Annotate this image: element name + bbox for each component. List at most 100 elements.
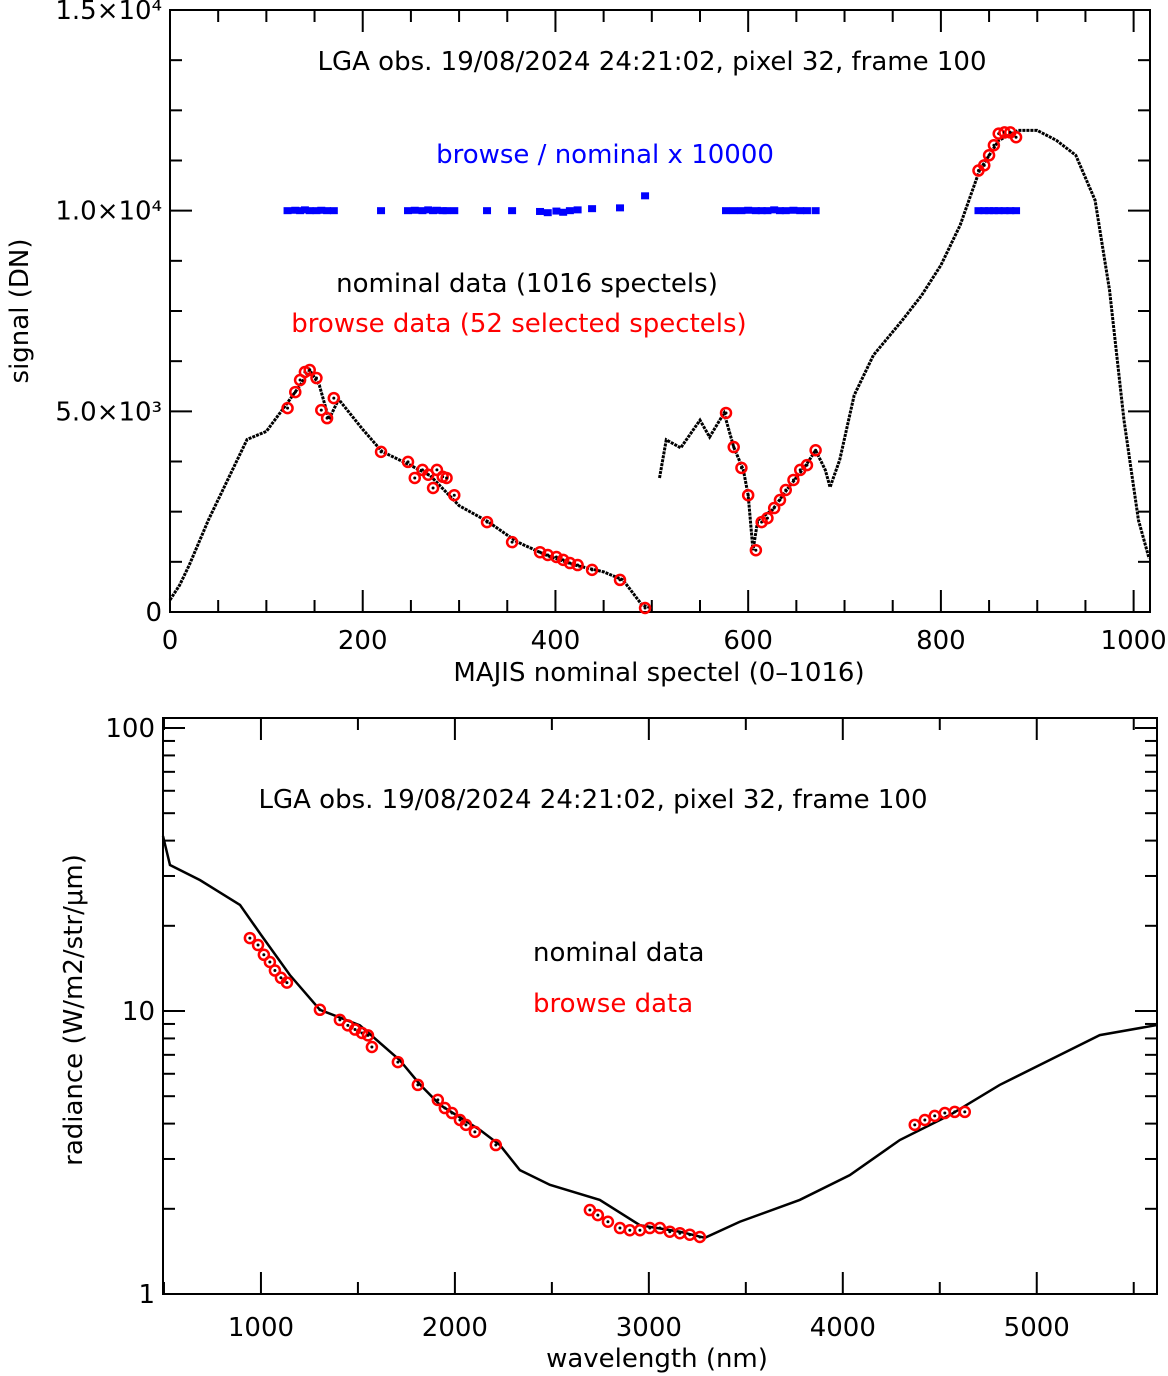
browse-legend-label: browse data (52 selected spectels) (291, 309, 746, 339)
browse-data-point (327, 391, 341, 405)
browse-data-center (814, 448, 818, 452)
browse-data-center (953, 1110, 957, 1114)
browse-data-point (401, 455, 415, 469)
browse-data-point (445, 1106, 459, 1120)
x-tick-label: 5000 (1004, 1313, 1070, 1343)
browse-data-point (489, 1138, 503, 1152)
browse-data-center (596, 1213, 600, 1217)
ratio-data-point (781, 207, 790, 215)
browse-data-point (749, 543, 763, 557)
browse-data-point (613, 573, 627, 587)
radiance-plot-title: LGA obs. 19/08/2024 24:21:02, pixel 32, … (259, 785, 928, 815)
x-tick-label: 3000 (616, 1313, 682, 1343)
browse-data-center (426, 473, 430, 477)
browse-data-center (576, 563, 580, 567)
browse-data-point (761, 511, 774, 525)
browse-data-center (1014, 135, 1018, 139)
browse-data-center (450, 1111, 454, 1115)
x-tick-label: 200 (338, 626, 388, 656)
browse-data-point (303, 363, 316, 377)
browse-data-center (279, 976, 283, 980)
ratio-data-point (559, 208, 568, 216)
ratio-data-point (317, 206, 326, 214)
ratio-data-point (424, 206, 433, 214)
y-axis-label: radiance (W/m2/str/μm) (59, 854, 89, 1166)
x-tick-label: 1000 (228, 1313, 294, 1343)
ratio-data-point (404, 207, 413, 215)
nominal-legend-label: nominal data (1016 spectels) (336, 269, 718, 299)
signal-plot-title: LGA obs. 19/08/2024 24:21:02, pixel 32, … (318, 47, 987, 77)
browse-data-point (958, 1105, 972, 1119)
browse-data-center (464, 1123, 468, 1127)
browse-data-center (732, 445, 736, 449)
browse-data-center (293, 390, 297, 394)
browse-data-point (408, 471, 422, 485)
browse-data-center (648, 1226, 652, 1230)
browse-data-center (485, 520, 489, 524)
browse-data-point (281, 401, 294, 415)
y-tick-label: 0 (145, 598, 162, 628)
ratio-data-point (763, 207, 772, 215)
browse-data-center (590, 568, 594, 572)
browse-data-center (396, 1060, 400, 1064)
y-tick-label: 5.0×10³ (55, 397, 162, 427)
ratio-data-point (980, 207, 989, 215)
radiance-plot-marks (161, 835, 1158, 1244)
browse-data-center (248, 936, 252, 940)
browse-data-point (591, 1208, 605, 1222)
x-tick-label: 1000 (1101, 626, 1167, 656)
x-axis-label: wavelength (nm) (546, 1344, 768, 1374)
browse-data-center (286, 406, 290, 410)
ratio-data-point (811, 207, 820, 215)
browse-data-center (963, 1110, 967, 1114)
browse-data-center (338, 1018, 342, 1022)
browse-data-center (298, 378, 302, 382)
browse-data-point (468, 1125, 482, 1139)
browse-data-point (585, 563, 599, 577)
browse-data-point (779, 483, 793, 497)
nominal-data-line (161, 835, 1158, 1240)
ratio-data-point (442, 207, 451, 215)
browse-data-center (332, 396, 336, 400)
y-tick-label: 10 (122, 997, 155, 1027)
browse-data-center (724, 411, 728, 415)
browse-data-center (420, 468, 424, 472)
browse-data-point (601, 1215, 615, 1229)
browse-data-center (431, 486, 435, 490)
x-tick-label: 800 (916, 626, 966, 656)
ratio-data-point (641, 192, 650, 200)
browse-data-point (918, 1113, 932, 1127)
y-tick-label: 1 (138, 1280, 155, 1310)
signal-plot: 0 200 400 600 800 100005.0×10³1.0×10⁴1.5×10⁴ … (5, 0, 1167, 688)
ratio-data-point (312, 207, 321, 215)
ratio-legend-label: browse / nominal x 10000 (436, 140, 774, 170)
ratio-data-point (994, 207, 1003, 215)
ratio-data-point (296, 207, 305, 215)
browse-data-center (982, 163, 986, 167)
browse-data-center (606, 1220, 610, 1224)
browse-data-point (411, 1078, 425, 1092)
browse-data-point (719, 406, 733, 420)
browse-data-center (268, 960, 272, 964)
browse-data-point (800, 458, 814, 472)
browse-data-center (588, 1208, 592, 1212)
radiance-plot-frame (162, 717, 1158, 1295)
ratio-data-point (1000, 207, 1009, 215)
browse-data-center (452, 493, 456, 497)
x-tick-label: 600 (723, 626, 773, 656)
ratio-data-point (565, 207, 574, 215)
ratio-data-point (418, 207, 427, 215)
browse-data-center (778, 498, 782, 502)
ratio-data-point (1006, 207, 1015, 215)
browse-data-point (355, 1026, 369, 1040)
browse-data-center (458, 1118, 462, 1122)
browse-data-center (318, 1008, 322, 1012)
nominal-data-line (658, 128, 1151, 559)
browse-data-point (982, 149, 996, 162)
browse-data-point (767, 501, 781, 515)
ratio-data-point (450, 207, 459, 215)
browse-data-point (505, 535, 519, 549)
ratio-data-point (508, 207, 517, 215)
browse-data-center (510, 540, 514, 544)
